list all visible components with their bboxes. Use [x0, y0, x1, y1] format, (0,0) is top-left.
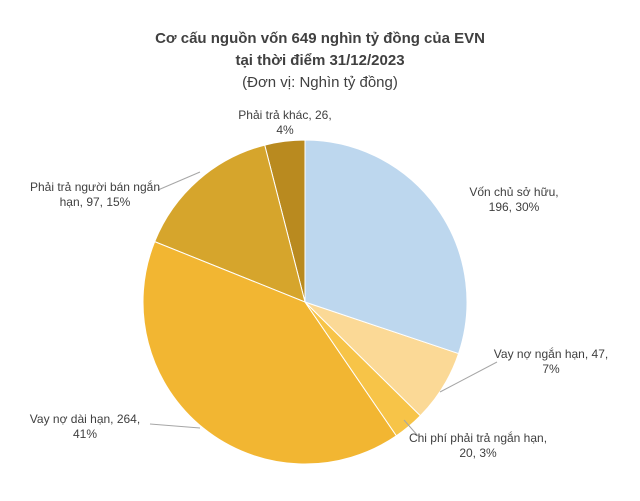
data-label: Phải trả khác, 26, 4%: [238, 108, 332, 137]
pie-slice: [304, 139, 468, 355]
chart-subtitle: (Đơn vị: Nghìn tỷ đồng): [242, 74, 398, 91]
leader-lines: [149, 171, 498, 437]
data-label: Phải trả người bán ngắn hạn, 97, 15%: [30, 180, 160, 209]
data-label: Vốn chủ sở hữu, 196, 30%: [469, 185, 559, 214]
pie-slice: [154, 144, 306, 303]
data-label: Vay nợ dài hạn, 264, 41%: [29, 412, 141, 441]
leader-line: [149, 423, 201, 429]
data-label: Vay nợ ngắn hạn, 47, 7%: [493, 347, 609, 376]
leader-line: [439, 361, 498, 393]
chart-title: Cơ cấu nguồn vốn 649 nghìn tỷ đồng của E…: [155, 30, 485, 47]
leader-line: [403, 419, 419, 437]
leader-line: [157, 171, 201, 191]
pie-slice: [142, 240, 398, 465]
data-label: Chi phí phải trả ngắn hạn, 20, 3%: [408, 431, 548, 460]
chart-title: tại thời điểm 31/12/2023: [235, 52, 405, 69]
